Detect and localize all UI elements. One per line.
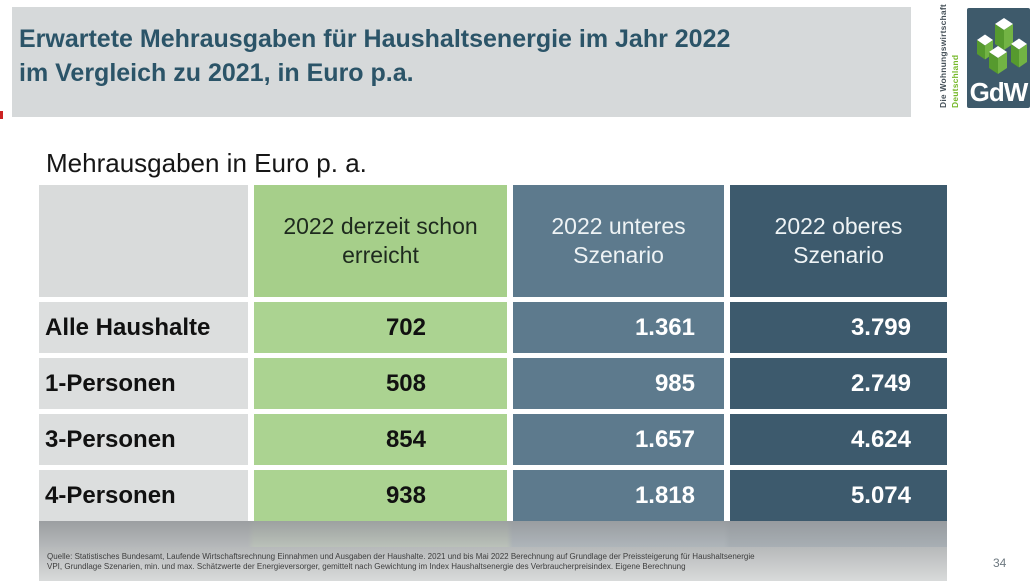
value-cell: 1.361: [513, 302, 724, 353]
row-label-alle-haushalte: Alle Haushalte: [39, 302, 248, 353]
row-label-4-personen: 4-Personen: [39, 470, 248, 521]
value-cell: 3.799: [730, 302, 947, 353]
slide-title-line2: im Vergleich zu 2021, in Euro p.a.: [19, 59, 414, 87]
value-cell: 702: [254, 302, 507, 353]
page-number: 34: [993, 556, 1007, 570]
value-cell: 2.749: [730, 358, 947, 409]
value-cell: 938: [254, 470, 507, 521]
value-cell: 1.818: [513, 470, 724, 521]
gdw-cubes-icon: [977, 18, 1027, 74]
header-cell-oberes-szenario: 2022 oberes Szenario: [730, 185, 947, 297]
value-cell: 985: [513, 358, 724, 409]
header-cell-unteres-szenario: 2022 unteres Szenario: [513, 185, 724, 297]
energy-expenditure-table: 2022 derzeit schon erreicht 2022 unteres…: [39, 185, 947, 521]
value-cell: 854: [254, 414, 507, 465]
source-line1: Quelle: Statistisches Bundesamt, Laufend…: [47, 552, 755, 561]
source-footer: Quelle: Statistisches Bundesamt, Laufend…: [39, 547, 947, 581]
value-cell: 1.657: [513, 414, 724, 465]
red-edge-mark: [0, 111, 3, 119]
slide-title-line1: Erwartete Mehrausgaben für Haushaltsener…: [19, 25, 731, 53]
value-cell: 5.074: [730, 470, 947, 521]
table-reflection: [39, 521, 947, 547]
source-line2: VPI, Grundlage Szenarien, min. und max. …: [47, 562, 686, 571]
value-cell: 508: [254, 358, 507, 409]
row-label-1-personen: 1-Personen: [39, 358, 248, 409]
slide-title: Erwartete Mehrausgaben für Haushaltsener…: [12, 7, 911, 90]
logo-tagline-wohnungswirtschaft: Die Wohnungswirtschaft: [938, 4, 948, 108]
logo-tagline-deutschland: Deutschland: [950, 54, 960, 108]
gdw-logo: GdW: [967, 8, 1030, 108]
header-cell-empty: [39, 185, 248, 297]
value-cell: 4.624: [730, 414, 947, 465]
header-cell-erreicht: 2022 derzeit schon erreicht: [254, 185, 507, 297]
row-label-3-personen: 3-Personen: [39, 414, 248, 465]
table-subtitle: Mehrausgaben in Euro p. a.: [46, 148, 367, 178]
gdw-logo-wordmark: GdW: [969, 77, 1029, 107]
title-band: Erwartete Mehrausgaben für Haushaltsener…: [12, 7, 911, 117]
